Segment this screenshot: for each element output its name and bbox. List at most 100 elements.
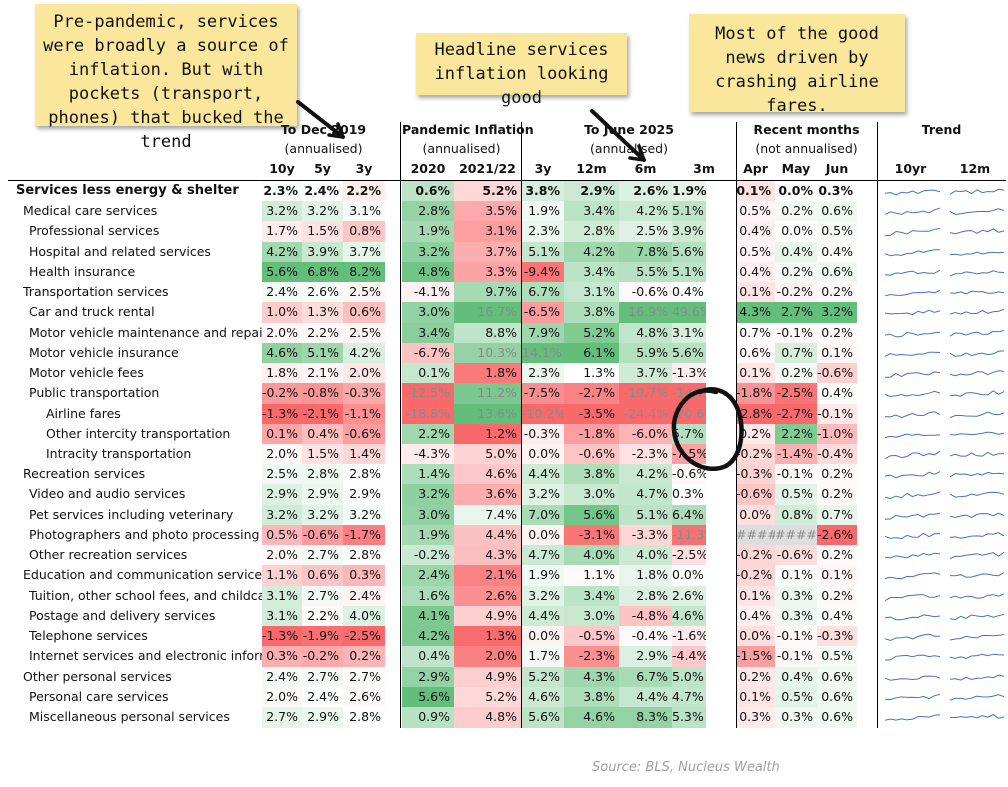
heatmap-cell: 10.3% [454,342,521,364]
group-header: To Dec 2019 [280,122,367,137]
heatmap-cell: 0.2% [343,646,385,668]
row-label: Public transportation [29,385,160,401]
heatmap-cell: -6.7% [402,342,454,364]
row-label: Medical care services [23,203,158,219]
heatmap-cell: 6.8% [302,261,343,283]
row-label: Recreation services [23,466,146,482]
annotation-note-prepandemic: Pre-pandemic, services were broadly a so… [35,4,297,152]
heatmap-cell: 5.1% [672,201,706,223]
heatmap-cell: -1.7% [343,524,385,546]
trend-sparkline [885,593,940,601]
heatmap-cell: -0.2% [736,443,775,465]
trend-sparkline [950,572,1004,579]
heatmap-cell: 3.7% [619,363,672,385]
heatmap-cell: 1.3% [564,363,619,385]
column-header: 6m [634,161,657,176]
heatmap-cell: -20.6% [672,403,706,425]
trend-sparkline [885,433,940,438]
group-divider [877,122,878,728]
heatmap-cell: -2.5% [343,626,385,648]
heatmap-cell: -14.7% [672,383,706,405]
heatmap-cell: 0.6% [302,565,343,587]
heatmap-cell: -2.7% [564,383,619,405]
heatmap-cell: 0.5% [775,686,817,708]
trend-sparkline [950,329,1004,337]
heatmap-cell: -6.5% [522,302,564,324]
heatmap-cell: 0.4% [672,282,706,304]
heatmap-cell: 4.4% [522,605,564,627]
heatmap-cell: 0.4% [775,241,817,263]
heatmap-cell: -2.7% [775,403,817,425]
heatmap-cell: 3.1% [454,221,521,243]
heatmap-cell: 0.6% [817,666,857,688]
heatmap-cell: -0.2% [775,282,817,304]
heatmap-cell: -0.2% [262,383,302,405]
sparkline-path [885,675,940,681]
heatmap-cell: 3.1% [262,585,302,607]
trend-sparkline [885,248,940,256]
heatmap-cell: 3.2% [402,241,454,263]
sparkline-path [885,654,940,661]
heatmap-cell: 2.4% [302,686,343,708]
heatmap-cell: 0.6% [343,302,385,324]
heatmap-cell: 1.1% [262,565,302,587]
heatmap-cell: -19.7% [619,383,672,405]
heatmap-cell: 5.5% [619,261,672,283]
column-header: Apr [743,161,768,176]
heatmap-cell: 2.0% [262,545,302,567]
heatmap-cell: 2.7% [302,545,343,567]
heatmap-cell: 2.4% [262,666,302,688]
heatmap-cell: 3.2% [302,201,343,223]
trend-sparkline [885,310,940,316]
heatmap-cell: 4.2% [564,241,619,263]
heatmap-cell: 4.4% [619,686,672,708]
heatmap-cell: 4.4% [522,464,564,486]
heatmap-cell: -18.8% [402,403,454,425]
heatmap-cell: 3.2% [343,504,385,526]
heatmap-cell: -0.4% [619,626,672,648]
sparkline-path [950,572,1004,579]
heatmap-cell: 16.7% [454,302,521,324]
heatmap-cell: -1.3% [262,403,302,425]
heatmap-cell: 2.7% [775,302,817,324]
row-label: Personal care services [29,688,169,704]
heatmap-cell: 4.8% [402,261,454,283]
heatmap-cell: 3.4% [564,201,619,223]
trend-sparkline [950,290,1004,295]
heatmap-cell: -1.5% [736,646,775,668]
sparkline-path [950,350,1004,357]
group-subheader: (not annualised) [755,141,858,156]
heatmap-cell: -2.6% [817,524,857,546]
heatmap-cell: -0.6% [619,282,672,304]
column-header: 3m [693,161,715,176]
heatmap-cell: -1.8% [564,423,619,445]
heatmap-cell: 2.9% [302,484,343,506]
heatmap-cell: -6.0% [619,423,672,445]
heatmap-cell: -2.1% [302,403,343,425]
heatmap-cell: 13.6% [454,403,521,425]
column-header: 5y [314,161,331,176]
heatmap-cell: 0.5% [736,201,775,223]
trend-sparkline [950,613,1004,620]
heatmap-cell: 3.2% [302,504,343,526]
sparkline-path [885,410,940,418]
heatmap-cell: 0.2% [736,423,775,445]
heatmap-cell: 8.3% [619,706,672,728]
heatmap-cell: 0.2% [817,464,857,486]
heatmap-cell: 5.2% [522,666,564,688]
heatmap-cell: 3.2% [817,302,857,324]
heatmap-cell: -1.3% [262,626,302,648]
heatmap-cell: 0.4% [302,423,343,445]
heatmap-cell: -11.3% [672,524,706,546]
trend-sparkline [950,674,1004,681]
heatmap-cell: 1.9% [522,201,564,223]
heatmap-cell: 0.0% [736,626,775,648]
heatmap-cell: 2.2% [302,322,343,344]
heatmap-cell: 3.2% [262,504,302,526]
sparkline-path [950,410,1004,418]
row-label: Motor vehicle maintenance and repair [29,324,262,340]
sparkline-path [950,674,1004,681]
heatmap-cell: 3.7% [454,241,521,263]
heatmap-cell: 7.8% [619,241,672,263]
heatmap-cell: 5.9% [619,342,672,364]
